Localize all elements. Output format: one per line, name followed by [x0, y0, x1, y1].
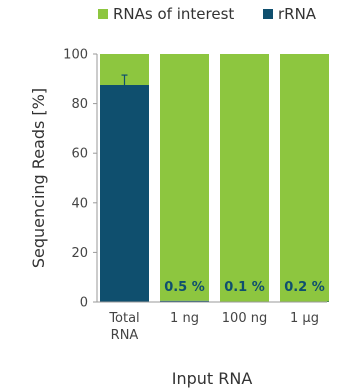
y-tick-label: 60 — [71, 147, 88, 162]
x-tick-label: 1 ng — [170, 311, 199, 326]
bar-data-label: 0.1 % — [224, 280, 265, 295]
x-tick-label: Total RNA — [108, 311, 139, 343]
bar-data-label: 0.5 % — [164, 280, 205, 295]
bar-rnas-of-interest — [220, 54, 269, 302]
bar-data-label: 0.2 % — [284, 280, 325, 295]
bar-rnas-of-interest — [280, 54, 329, 302]
y-tick-label: 0 — [80, 296, 88, 311]
legend-label: rRNA — [278, 5, 317, 23]
x-axis-title: Input RNA — [172, 369, 253, 388]
legend: RNAs of interest rRNA — [98, 5, 317, 23]
legend-label: RNAs of interest — [113, 5, 234, 23]
y-tick-label: 20 — [71, 246, 88, 261]
y-axis-title: Sequencing Reads [%] — [29, 88, 48, 268]
y-tick-label: 100 — [63, 48, 88, 63]
bar-rrna — [100, 85, 149, 302]
plot-area: 0 20 40 60 80 100 Total RNA 0.5 % 1 ng 0.1 % 100 ng… — [63, 48, 329, 343]
y-tick-label: 40 — [71, 196, 88, 211]
legend-swatch — [98, 9, 108, 19]
legend-swatch — [263, 9, 273, 19]
bar-rrna — [160, 300, 209, 302]
x-tick-label: 1 µg — [290, 311, 319, 326]
x-tick-label: 100 ng — [222, 311, 267, 326]
y-tick-label: 80 — [71, 97, 88, 112]
bar-rnas-of-interest — [160, 54, 209, 301]
